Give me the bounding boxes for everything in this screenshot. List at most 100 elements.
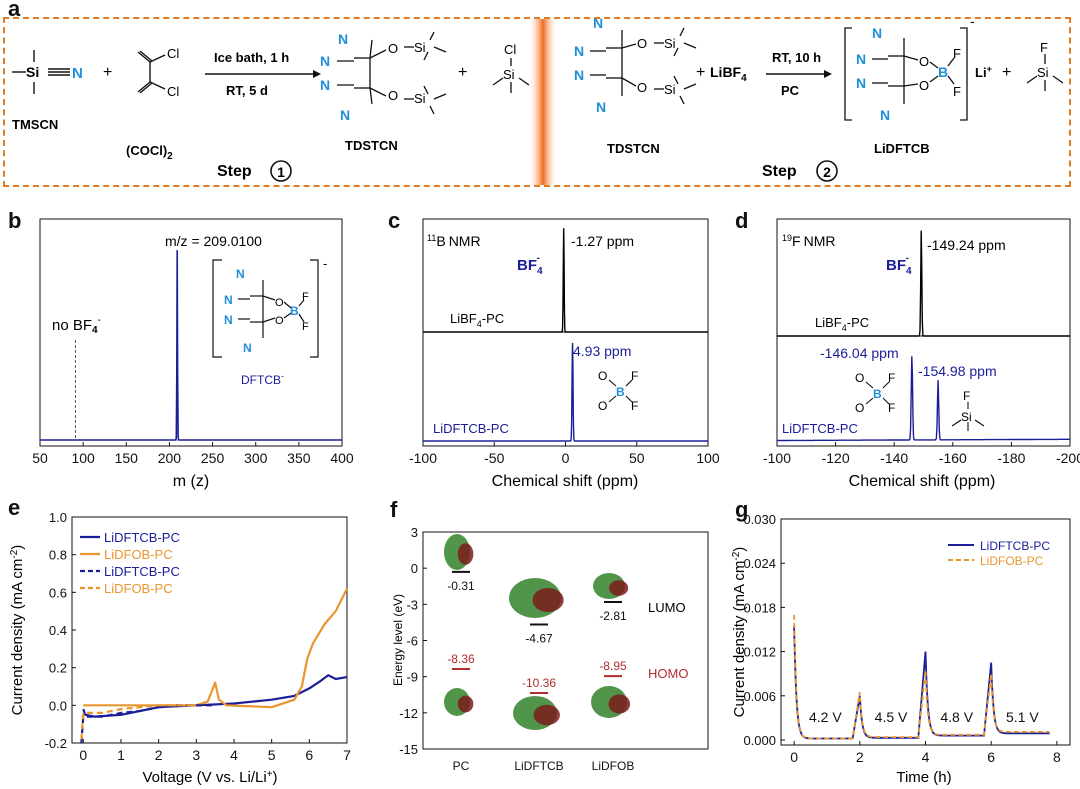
lidftcb-n2: N [856, 51, 866, 67]
dftcb-n1: N [236, 267, 245, 281]
reaction-scheme: Si N TMSCN + Cl Cl (COCl)2 Ice bath, 1 h… [12, 17, 1064, 185]
tdstcn-si2: Si [414, 91, 426, 106]
chart-f-orbital-lobe [457, 695, 474, 713]
chart-b-xtick-label: 300 [244, 450, 268, 466]
chart-d-b: B [873, 387, 882, 401]
chart-g-series-1 [793, 614, 1050, 740]
chart-f-homo-value: -10.36 [522, 676, 556, 690]
chart-f-orbital-lobe [609, 580, 629, 596]
chart-b-peak-annotation: m/z = 209.0100 [165, 233, 262, 249]
chart-d-o2: O [855, 401, 864, 415]
chart-f-homo-value: -8.36 [447, 652, 475, 666]
chart-e-xtick-label: 3 [192, 747, 200, 763]
plus-3: + [696, 64, 705, 81]
panel-label-a: a [8, 0, 21, 21]
tmscl-molecule [492, 58, 530, 93]
chart-d-libf4-trace [777, 230, 1070, 337]
chart-b-no-bf4: no BF4- [52, 315, 101, 336]
chart-g-xtick-label: 2 [856, 749, 864, 765]
chart-d-xtick-label: -180 [997, 450, 1025, 466]
panel-label-d: d [735, 208, 749, 233]
tdstcn-r-o2: O [637, 80, 647, 95]
lidftcb-molecule [872, 38, 955, 104]
lidftcb-f1: F [953, 46, 961, 61]
chart-f-ytick-label: -9 [406, 670, 418, 685]
oxalyl-cl2: Cl [167, 84, 179, 99]
chart-c-lidftcb-trace [423, 342, 708, 442]
scheme-box [3, 17, 1071, 187]
panel-label-b: b [8, 208, 22, 233]
chart-d-libf4-label: LiBF4-PC [815, 315, 869, 333]
dftcb-b: B [290, 304, 299, 318]
scheme-divider [528, 19, 558, 185]
chart-f-orbital-lobe [533, 704, 560, 726]
chart-f: 3 0 -3 -6 -9 -12 -15 PC LiDFTCB LiDFOB -0.31 -4.67… [391, 525, 709, 773]
chart-g-step-labels: 4.2 V 4.5 V 4.8 V 5.1 V [809, 709, 1039, 725]
chart-e-xtick-label: 5 [268, 747, 276, 763]
oxalyl-cl1: Cl [167, 46, 179, 61]
chart-f-category-label: LiDFTCB [514, 759, 563, 773]
dftcb-n3: N [224, 313, 233, 327]
chart-b-frame [39, 218, 343, 447]
chart-e-legend-label: LiDFOB-PC [104, 581, 173, 596]
chart-e-xtick-label: 0 [79, 747, 87, 763]
chart-d-o1: O [855, 371, 864, 385]
chart-e-legend-label: LiDFOB-PC [104, 547, 173, 562]
chart-b-xtick-label: 250 [201, 450, 225, 466]
dftcb-n4: N [243, 341, 252, 355]
tdstcn-molecule [337, 31, 447, 115]
chart-e-ylabel: Current density (mA cm-2) [9, 545, 26, 716]
chart-e-legend-label: LiDFTCB-PC [104, 564, 180, 579]
chart-f-ytick-label: -12 [399, 706, 418, 721]
lidftcb-n4: N [880, 107, 890, 123]
chart-g-legend-label: LiDFOB-PC [980, 554, 1044, 568]
tdstcn-n4: N [340, 107, 350, 123]
lidftcb-o2: O [919, 78, 929, 93]
chart-f-orbital-lobe [457, 543, 474, 565]
chart-e-legend: LiDFTCB-PC LiDFOB-PC LiDFTCB-PC LiDFOB-PC [80, 530, 180, 596]
chart-f-homo-value: -8.95 [599, 659, 627, 673]
panel-label-e: e [8, 495, 21, 520]
chart-g-xlabel: Time (h) [896, 769, 951, 786]
li-cation: Li+ [975, 64, 992, 80]
chart-f-lumo-value: -0.31 [447, 579, 475, 593]
conditions-2-top: RT, 10 h [772, 50, 821, 65]
tmscn-si: Si [26, 64, 39, 80]
chart-e-ytick-label: 0.2 [49, 661, 67, 676]
chart-c-xtick-label: 100 [696, 450, 720, 466]
chart-g-ylabel: Current density (mA cm-2) [731, 547, 748, 718]
tdstcn-r-n1: N [593, 17, 603, 31]
dftcb-n2: N [224, 293, 233, 307]
chart-c-lidftcb-peak-label: 4.93 ppm [573, 343, 631, 359]
lidftcb-charge: - [970, 17, 975, 29]
chart-b-xtick-label: 50 [32, 450, 48, 466]
chart-d-tmsf-f: F [963, 389, 970, 403]
chart-f-lumo-value: -2.81 [599, 609, 627, 623]
tdstcn-n1: N [338, 31, 348, 47]
chart-b-xlabel: m (z) [173, 473, 209, 490]
tmscn-molecule [12, 50, 70, 94]
tdstcn-r-n4: N [596, 99, 606, 115]
chart-f-ytick-label: 3 [411, 525, 418, 540]
chart-c-libf4-peak-label: -1.27 ppm [571, 233, 634, 249]
tmscn-n: N [72, 65, 83, 82]
chart-d-lidftcb-label: LiDFTCB-PC [782, 421, 858, 436]
tmscl-cl: Cl [504, 42, 516, 57]
chart-d-tmsf [951, 402, 985, 431]
dftcb-o2: O [275, 315, 284, 327]
chart-e-ytick-label: 0.0 [49, 698, 67, 713]
tmscl-si: Si [503, 67, 515, 82]
chart-b-xtick-label: 200 [158, 450, 182, 466]
chart-c-b: B [616, 385, 625, 399]
chart-d-xtick-label: -100 [763, 450, 791, 466]
chart-f-ylabel: Energy level (eV) [391, 594, 405, 686]
step-1-label: Step [217, 163, 252, 180]
chart-g: 0 2 4 6 8 0.000 0.006 0.012 0.018 0.024 0.030 4.2 … [731, 512, 1071, 786]
chart-d-title: 19F NMR [782, 233, 835, 249]
chart-f-category-label: LiDFOB [592, 759, 635, 773]
chart-b-ticks: 50 100 150 200 250 300 350 400 [32, 442, 354, 466]
tmsf-f: F [1040, 40, 1048, 55]
lidftcb-n1: N [872, 25, 882, 41]
